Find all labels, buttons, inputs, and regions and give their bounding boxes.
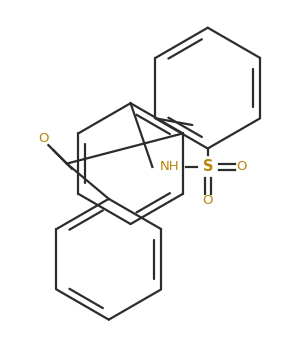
Text: S: S — [202, 160, 213, 174]
Text: NH: NH — [159, 160, 179, 173]
Text: O: O — [236, 160, 247, 173]
Text: O: O — [202, 194, 213, 207]
Text: O: O — [38, 132, 49, 145]
